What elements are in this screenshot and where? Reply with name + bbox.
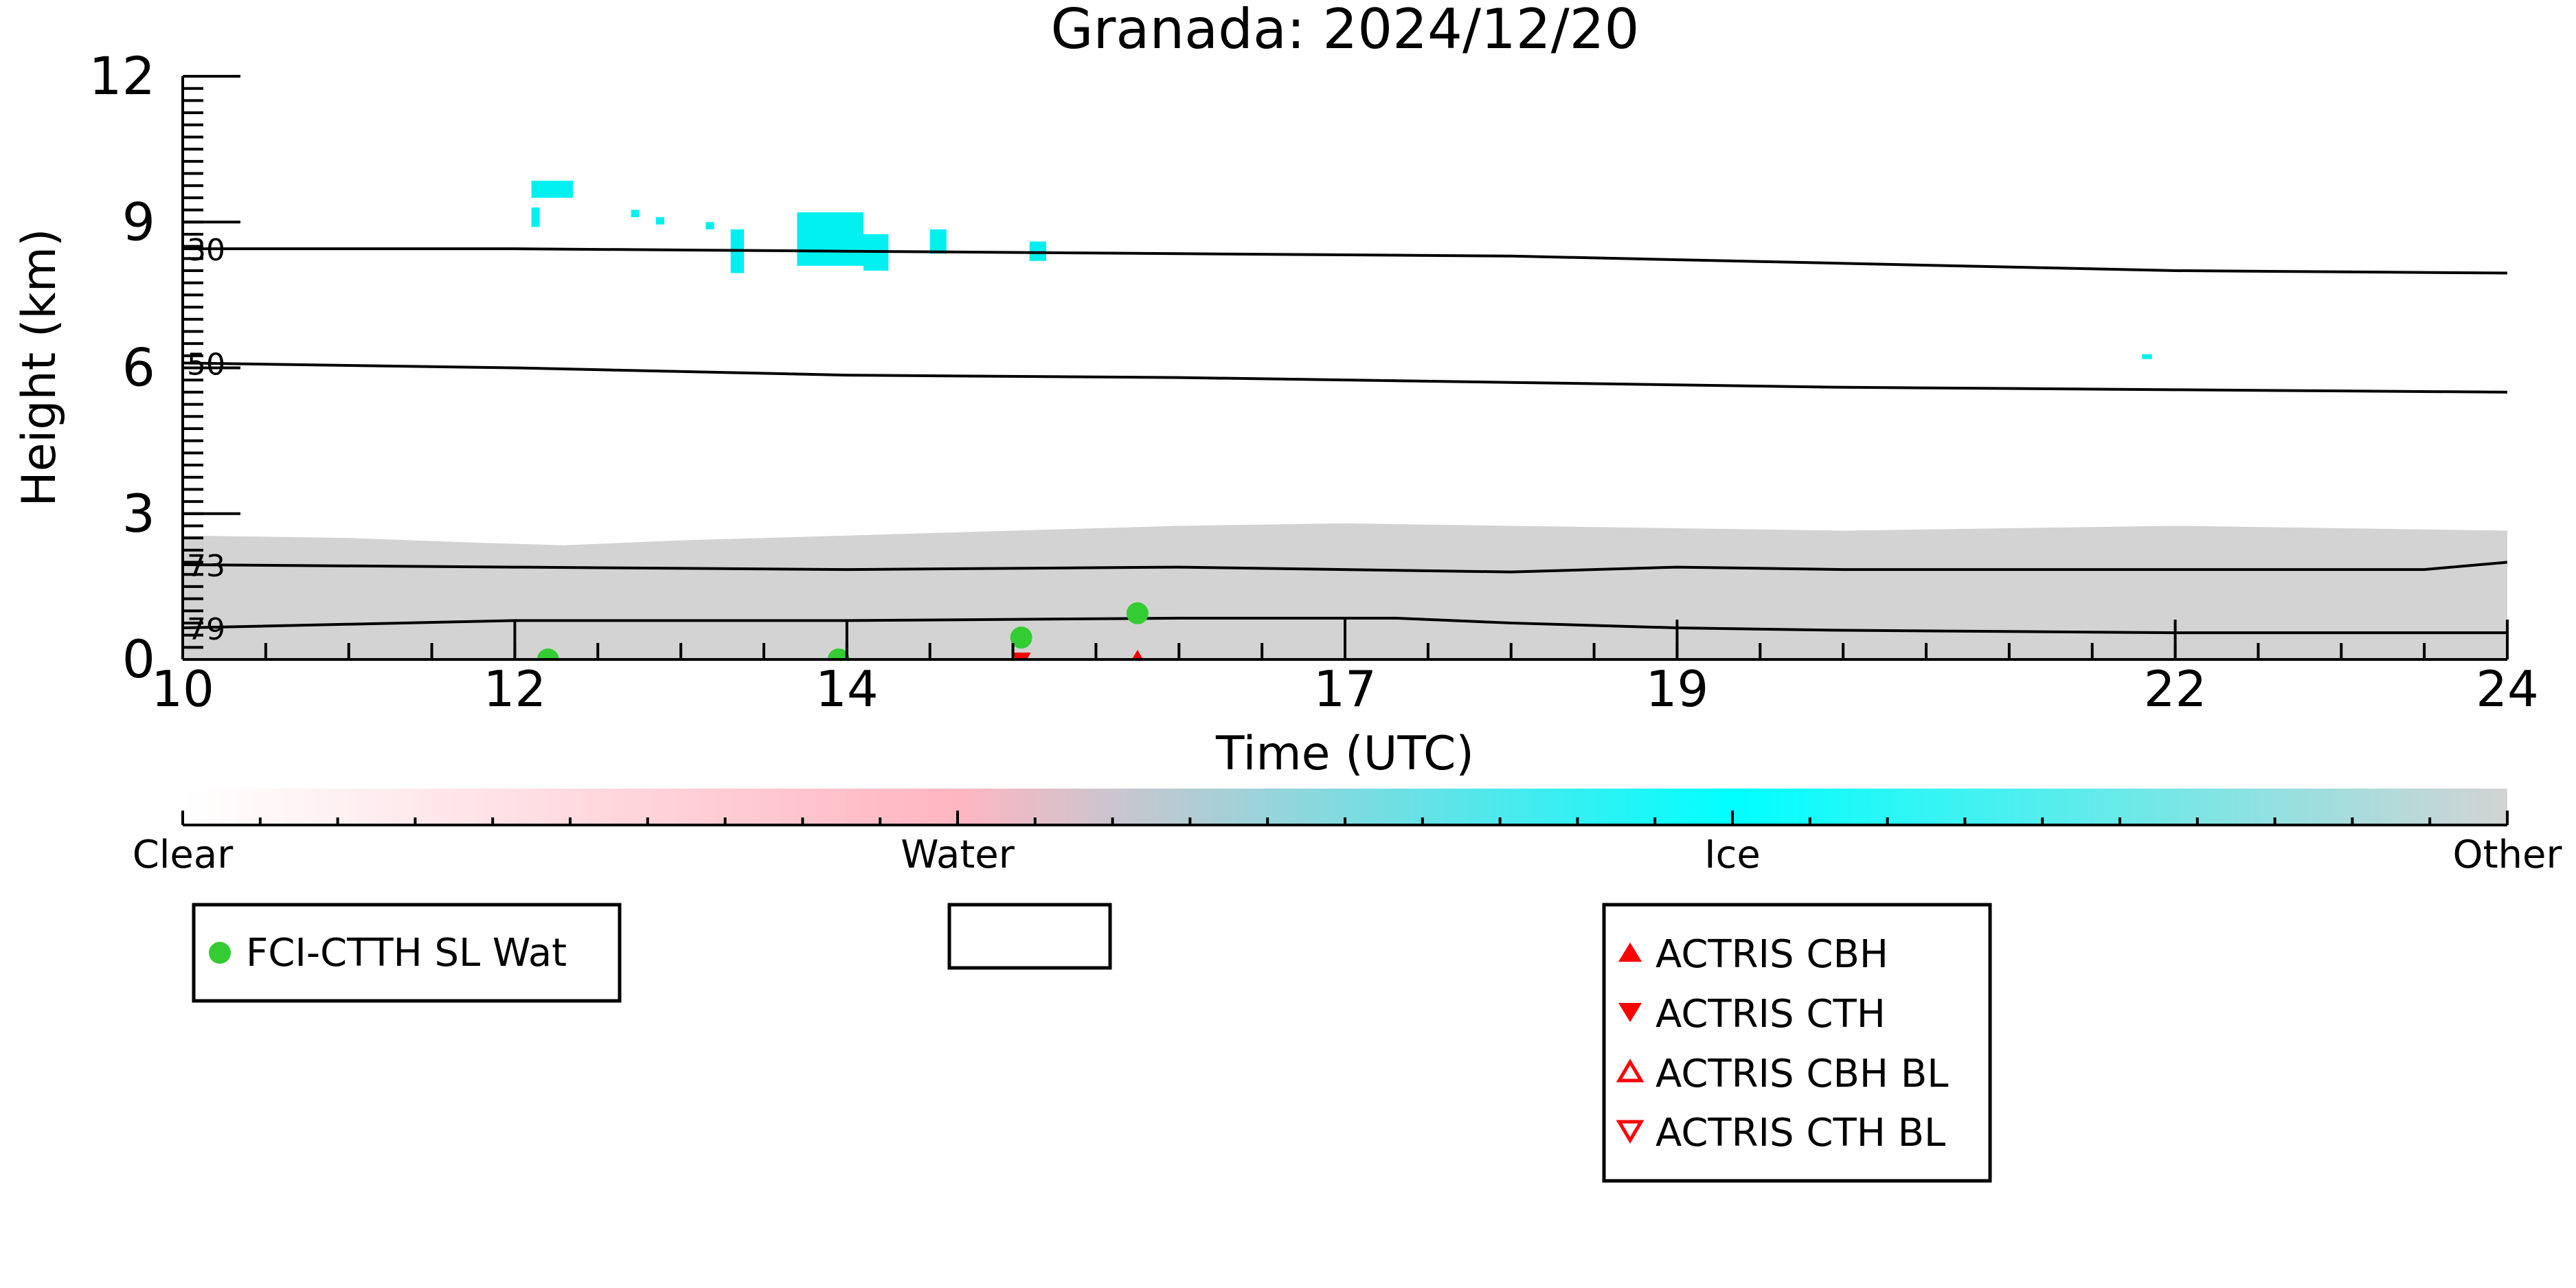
contour-lines [183, 247, 2507, 635]
fci-marker [1010, 626, 1032, 649]
axes: 10 12 14 17 19 22 24 0 3 6 9 12 [89, 45, 2539, 718]
ice-cloud-patch [2142, 354, 2152, 359]
legend-actris-cbh-marker [1618, 942, 1642, 962]
contour-label-30: 30 [187, 233, 225, 268]
x-tick-label: 19 [1646, 660, 1709, 718]
ice-cloud-patch [705, 222, 714, 229]
contour-line-79 [183, 616, 2507, 635]
legend-actris: ACTRIS CBH ACTRIS CTH ACTRIS CBH BL ACTR… [1602, 903, 1992, 1183]
ice-cloud-layer [531, 181, 2152, 359]
colorbar-label-ice: Ice [1704, 833, 1761, 877]
plot-area [183, 181, 2507, 659]
legend-actris-cbh-bl-marker [1616, 1059, 1645, 1083]
x-tick-label: 24 [2476, 660, 2539, 718]
ice-cloud-patch [631, 210, 640, 218]
x-tick-label: 22 [2144, 660, 2207, 718]
legend-empty [947, 903, 1112, 970]
legend-actris-cth-marker [1618, 1003, 1642, 1022]
colorbar-label-water: Water [901, 833, 1015, 877]
chart-title: Granada: 2024/12/20 [1051, 0, 1640, 61]
x-tick-label: 14 [815, 660, 879, 718]
contour-line-73 [183, 561, 2507, 574]
fci-marker [1126, 602, 1149, 624]
colorbar-label-other: Other [2452, 833, 2562, 877]
contour-labels: 30 50 73 79 [187, 233, 225, 647]
colorbar-labels: Clear Water Ice Other [133, 833, 2563, 877]
x-axis-label: Time (UTC) [1215, 727, 1474, 781]
y-tick-label: 6 [122, 337, 155, 398]
legend-empty-box [947, 903, 1112, 970]
data-markers [536, 602, 1149, 659]
colorbar-label-clear: Clear [133, 833, 234, 877]
ice-cloud-patch [797, 212, 864, 266]
y-tick-label: 0 [122, 629, 155, 690]
ice-cloud-patch [531, 181, 574, 198]
contour-label-73: 73 [187, 549, 225, 584]
ice-cloud-patch [531, 207, 540, 227]
legend-fci-marker [209, 942, 231, 964]
actris-cth-marker [1011, 653, 1031, 659]
y-axis-label: Height (km) [12, 228, 67, 506]
legend-actris-cbh-bl-label: ACTRIS CBH BL [1656, 1052, 1948, 1096]
x-tick-label: 10 [151, 660, 214, 718]
legend-actris-cth-label: ACTRIS CTH [1656, 992, 1886, 1037]
fci-marker [827, 648, 850, 659]
contour-line-50 [183, 361, 2507, 394]
fci-marker [536, 648, 559, 659]
y-tick-label: 12 [89, 45, 155, 106]
ice-cloud-patch [929, 229, 947, 254]
legend-actris-box [1602, 903, 1992, 1183]
contour-label-50: 50 [187, 347, 225, 382]
x-tick-label: 17 [1313, 660, 1377, 718]
legend-actris-cth-bl-label: ACTRIS CTH BL [1656, 1111, 1945, 1155]
x-tick-label: 12 [484, 660, 547, 718]
y-tick-label: 3 [122, 483, 155, 544]
contour-label-79: 79 [187, 612, 225, 647]
colorbar-ticks [181, 811, 2509, 825]
legend-actris-cth-bl-marker [1616, 1120, 1645, 1144]
legend-fci-box [192, 903, 622, 1003]
legend-fci-label: FCI-CTTH SL Wat [246, 931, 567, 975]
ice-cloud-patch [655, 217, 664, 225]
legend-fci: FCI-CTTH SL Wat [192, 903, 622, 1003]
other-class-region [183, 523, 2507, 659]
actris-cbh-marker [1131, 650, 1144, 659]
class-colorbar: Clear Water Ice Other [133, 789, 2563, 877]
legend-actris-cbh-label: ACTRIS CBH [1656, 932, 1888, 977]
contour-line-30 [183, 247, 2507, 275]
other-class-background [183, 523, 2507, 659]
y-tick-label: 9 [122, 191, 155, 252]
